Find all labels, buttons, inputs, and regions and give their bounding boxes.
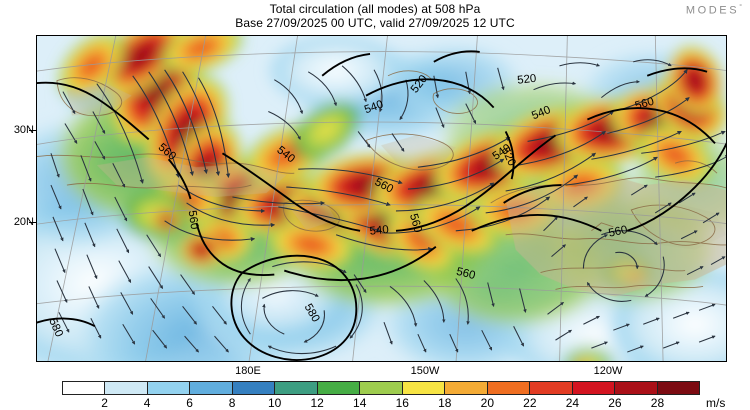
lon-label-120w: 120W [593, 365, 623, 377]
colorbar-segment-6 [317, 382, 361, 394]
weather-map: 560 560 540 540 560 540 560 560 560 520 … [36, 35, 727, 362]
colorbar-segment-14 [657, 382, 700, 394]
colorbar-tick-22: 22 [523, 396, 537, 410]
svg-text:520: 520 [517, 73, 537, 87]
lat-tick-30n [29, 130, 36, 131]
colorbar-tick-20: 20 [480, 396, 495, 410]
colorbar-tick-18: 18 [438, 396, 452, 410]
chart-title-block: Total circulation (all modes) at 508 hPa… [0, 2, 750, 30]
colorbar-unit-label: m/s [706, 396, 726, 410]
colorbar-tick-2: 2 [101, 396, 108, 410]
colorbar-segment-7 [360, 382, 403, 394]
lat-label-20n: 20N [13, 216, 34, 228]
modes-logo: MODES° [686, 4, 742, 17]
colorbar-tick-10: 10 [267, 396, 282, 410]
lon-label-180e: 180E [235, 365, 261, 377]
colorbar-segment-2 [147, 382, 191, 394]
colorbar-tick-28: 28 [650, 396, 665, 410]
svg-text:560: 560 [634, 96, 656, 113]
lat-label-30n: 30N [13, 124, 34, 136]
colorbar-segment-8 [402, 382, 446, 394]
colorbar-tick-16: 16 [395, 396, 409, 410]
lat-tick-20n [29, 222, 36, 223]
colorbar-tick-12: 12 [310, 396, 324, 410]
colorbar-tick-8: 8 [228, 396, 236, 410]
graticule [37, 36, 726, 361]
svg-text:560: 560 [607, 224, 628, 240]
brand-text: MODES [685, 4, 740, 17]
colorbar-segment-10 [487, 382, 531, 394]
coastlines [37, 70, 726, 290]
colorbar-segment-13 [615, 382, 658, 394]
brand-mark: ° [739, 4, 742, 11]
lon-label-150w: 150W [410, 365, 440, 377]
height-contours [37, 50, 726, 361]
svg-text:560: 560 [186, 210, 201, 231]
colorbar-tick-14: 14 [353, 396, 367, 410]
wind-vectors [50, 59, 726, 354]
colorbar-segment-12 [572, 382, 616, 394]
svg-text:560: 560 [455, 266, 476, 282]
colorbar [62, 381, 700, 395]
page-title: Total circulation (all modes) at 508 hPa [269, 2, 481, 16]
colorbar-segment-4 [232, 382, 276, 394]
colorbar-segment-3 [190, 382, 233, 394]
map-canvas: 560 560 540 540 560 540 560 560 560 520 … [37, 36, 726, 361]
colorbar-segment-5 [275, 382, 318, 394]
colorbar-tick-4: 4 [143, 396, 151, 410]
svg-text:560: 560 [407, 212, 424, 234]
colorbar-tick-24: 24 [565, 396, 580, 410]
colorbar-segment-11 [530, 382, 573, 394]
colorbar-segment-1 [105, 382, 148, 394]
colorbar-tick-6: 6 [186, 396, 193, 410]
colorbar-segment-9 [445, 382, 488, 394]
colorbar-segments [62, 381, 700, 395]
colorbar-tick-26: 26 [608, 396, 622, 410]
colorbar-segment-0 [63, 382, 106, 394]
svg-text:540: 540 [369, 224, 389, 238]
chart-subtitle: Base 27/09/2025 00 UTC, valid 27/09/2025… [235, 16, 515, 30]
